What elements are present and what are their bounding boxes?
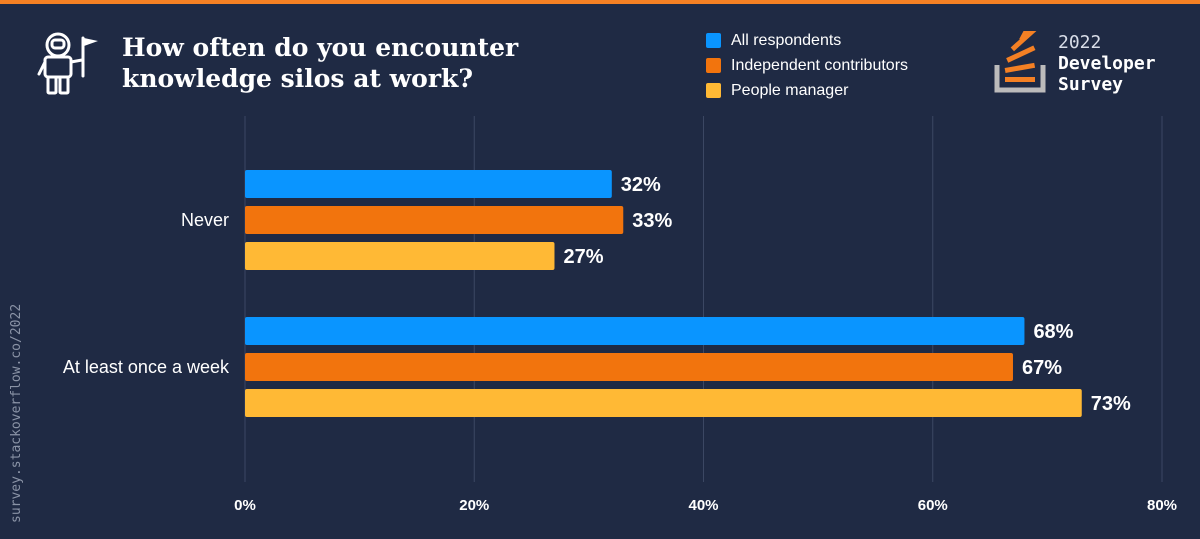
data-label-at-least-once-a-week-all-respondents: 68%	[1033, 321, 1073, 343]
bar-at-least-once-a-week-independent-contributors	[245, 353, 1013, 381]
category-label-never: Never	[181, 210, 229, 230]
legend-label-independent-contributors: Independent contributors	[731, 56, 909, 74]
legend-swatch-independent-contributors	[706, 58, 721, 73]
data-label-never-people-manager: 27%	[563, 246, 603, 268]
legend-label-people-manager: People manager	[731, 81, 849, 99]
survey-brand: 2022 Developer Survey	[1058, 32, 1156, 95]
title-line-2: knowledge silos at work?	[122, 64, 473, 93]
legend-swatch-people-manager	[706, 83, 721, 98]
x-tick-label-60: 60%	[918, 497, 948, 514]
legend-item-all-respondents: All respondents	[706, 28, 908, 53]
x-tick-label-0: 0%	[234, 497, 256, 514]
bar-never-all-respondents	[245, 170, 612, 198]
x-tick-label-40: 40%	[688, 497, 718, 514]
page-title: How often do you encounter knowledge sil…	[122, 32, 518, 94]
legend-item-independent-contributors: Independent contributors	[706, 53, 908, 78]
astronaut-flag-icon	[37, 32, 98, 95]
top-accent-bar	[0, 0, 1200, 4]
stackoverflow-logo-icon	[994, 31, 1046, 93]
chart-legend: All respondents Independent contributors…	[706, 28, 908, 103]
x-tick-label-80: 80%	[1147, 497, 1177, 514]
title-line-1: How often do you encounter	[122, 33, 519, 62]
bar-at-least-once-a-week-all-respondents	[245, 317, 1025, 345]
legend-label-all-respondents: All respondents	[731, 31, 842, 49]
legend-swatch-all-respondents	[706, 33, 721, 48]
legend-item-people-manager: People manager	[706, 78, 908, 103]
data-label-never-independent-contributors: 33%	[632, 210, 672, 232]
bar-at-least-once-a-week-people-manager	[245, 389, 1082, 417]
survey-name-line-1: Developer	[1058, 53, 1156, 74]
data-label-at-least-once-a-week-people-manager: 73%	[1091, 393, 1131, 415]
bar-never-people-manager	[245, 242, 555, 270]
data-label-never-all-respondents: 32%	[621, 174, 661, 196]
survey-name-line-2: Survey	[1058, 74, 1124, 95]
bar-never-independent-contributors	[245, 206, 624, 234]
data-label-at-least-once-a-week-independent-contributors: 67%	[1022, 357, 1062, 379]
x-tick-label-20: 20%	[459, 497, 489, 514]
category-label-at-least-once-a-week: At least once a week	[63, 357, 230, 377]
survey-year: 2022	[1058, 32, 1102, 53]
